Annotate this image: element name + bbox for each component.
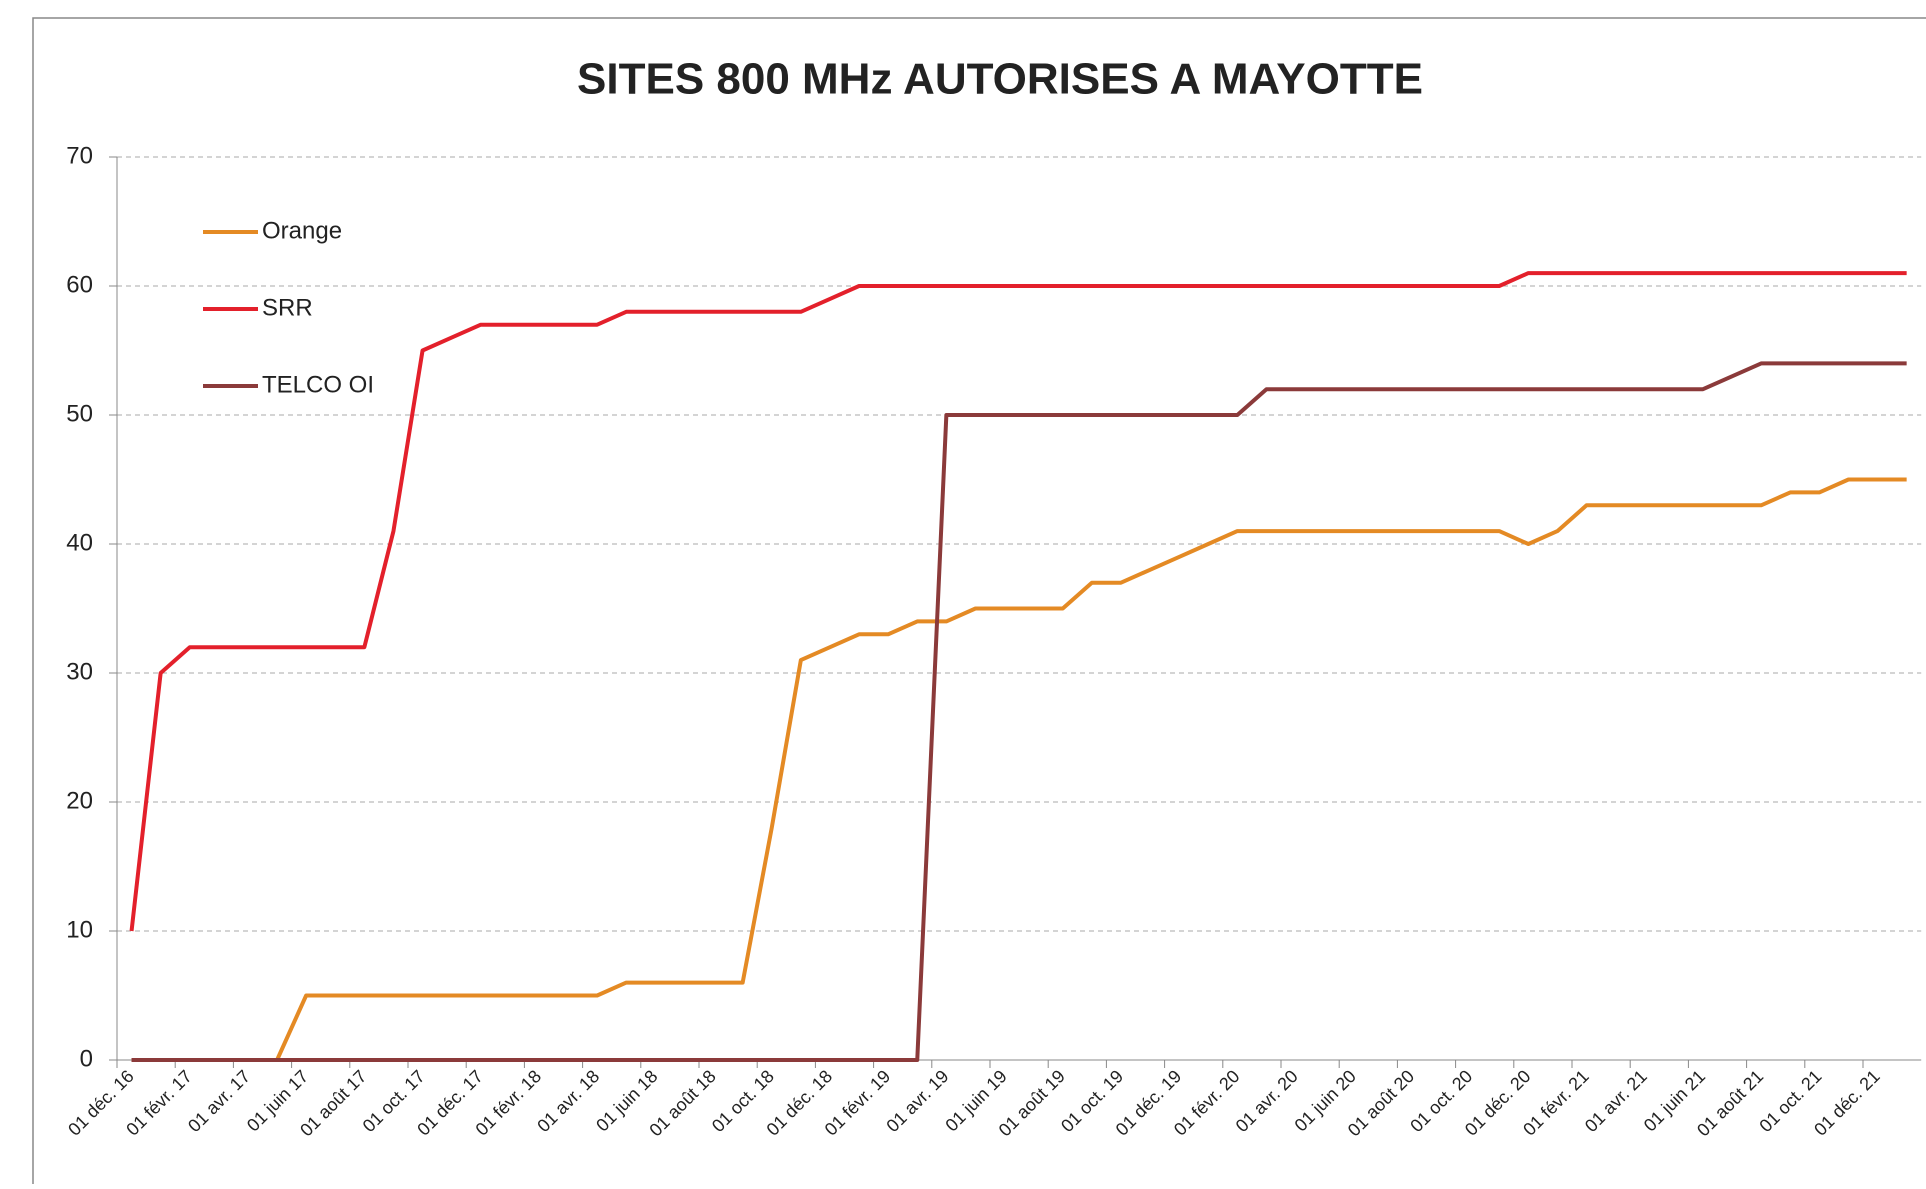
legend-label: SRR: [262, 294, 313, 321]
series-line: [131, 361, 1907, 1062]
chart-title: SITES 800 MHz AUTORISES A MAYOTTE: [577, 55, 1423, 104]
legend-label: TELCO OI: [262, 371, 374, 398]
series-line: [129, 271, 1907, 932]
y-tick-label: 20: [66, 787, 93, 814]
y-tick-label: 0: [80, 1045, 93, 1072]
y-tick-label: 60: [66, 271, 93, 298]
y-tick-label: 30: [66, 658, 93, 685]
y-tick-label: 10: [66, 916, 93, 943]
y-tick-label: 40: [66, 529, 93, 556]
y-tick-label: 50: [66, 400, 93, 427]
y-tick-label: 70: [66, 142, 93, 169]
legend-label: Orange: [262, 217, 342, 244]
chart-frame: [32, 17, 1926, 1189]
series-line: [131, 477, 1907, 1062]
